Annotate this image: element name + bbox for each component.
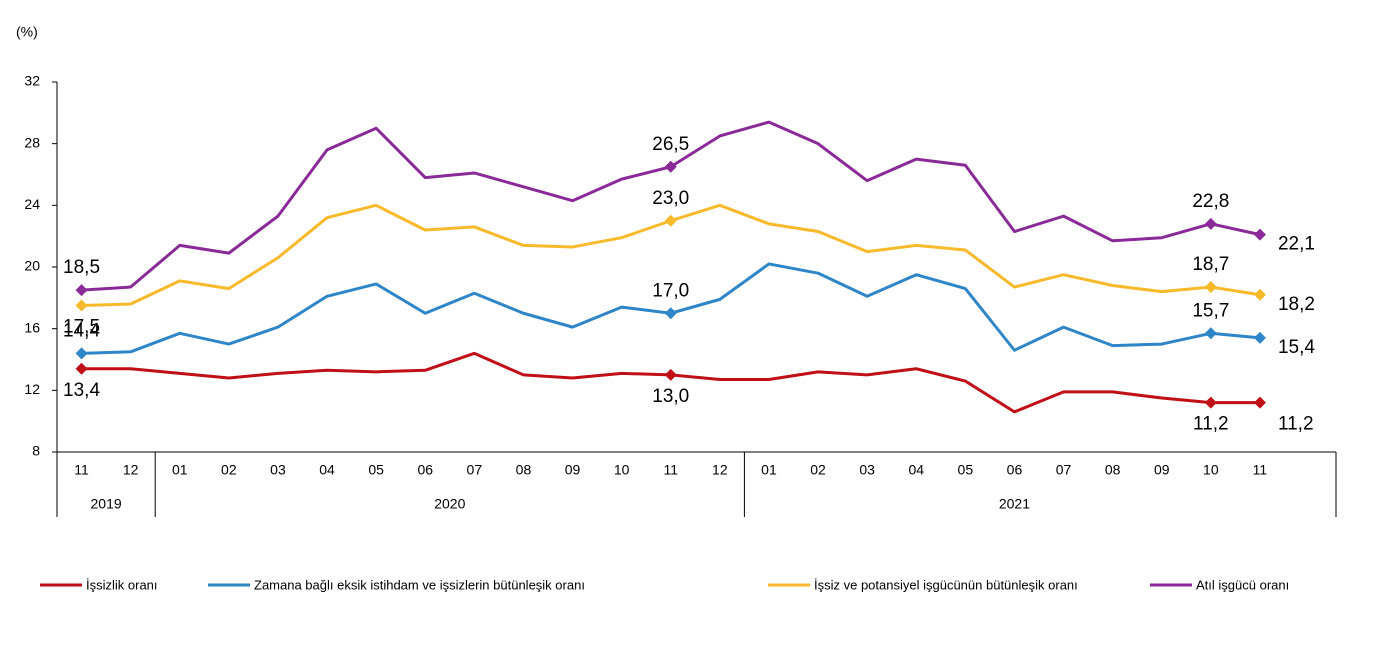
- x-tick-label: 07: [1056, 462, 1072, 478]
- x-tick-label: 01: [172, 462, 188, 478]
- data-marker: [1253, 331, 1266, 344]
- group-label: 2021: [999, 496, 1030, 512]
- value-label: 18,2: [1278, 294, 1315, 315]
- x-tick-label: 06: [417, 462, 433, 478]
- value-label: 22,8: [1192, 191, 1229, 212]
- x-tick-label: 09: [1154, 462, 1170, 478]
- x-tick-label: 12: [123, 462, 139, 478]
- x-tick-label: 08: [1105, 462, 1121, 478]
- data-marker: [75, 284, 88, 297]
- group-label: 2019: [91, 496, 122, 512]
- value-label: 23,0: [652, 188, 689, 209]
- data-marker: [664, 160, 677, 173]
- x-tick-label: 03: [859, 462, 875, 478]
- value-label: 17,0: [652, 280, 689, 301]
- x-tick-label: 05: [368, 462, 384, 478]
- data-marker: [1204, 217, 1217, 230]
- x-tick-label: 09: [565, 462, 581, 478]
- value-label: 26,5: [652, 134, 689, 155]
- data-marker: [664, 368, 677, 381]
- legend-label: Zamana bağlı eksik istihdam ve işsizleri…: [254, 577, 585, 592]
- x-tick-label: 02: [810, 462, 826, 478]
- x-tick-label: 10: [614, 462, 630, 478]
- y-tick-label: 24: [24, 196, 40, 212]
- x-tick-label: 03: [270, 462, 286, 478]
- value-label: 18,5: [63, 257, 100, 278]
- x-tick-label: 01: [761, 462, 777, 478]
- data-marker: [1204, 327, 1217, 340]
- data-marker: [664, 214, 677, 227]
- value-label: 18,7: [1192, 254, 1229, 275]
- x-tick-label: 11: [1253, 462, 1268, 478]
- y-tick-label: 8: [32, 443, 40, 459]
- data-marker: [1204, 281, 1217, 294]
- y-tick-label: 12: [24, 381, 40, 397]
- value-label: 13,0: [652, 386, 689, 407]
- x-tick-label: 12: [712, 462, 728, 478]
- x-tick-label: 04: [319, 462, 335, 478]
- group-label: 2020: [434, 496, 465, 512]
- data-marker: [75, 362, 88, 375]
- value-label: 13,4: [63, 380, 100, 401]
- value-label: 15,7: [1192, 300, 1229, 321]
- legend-label: İşsiz ve potansiyel işgücünün bütünleşik…: [814, 577, 1078, 592]
- x-tick-label: 02: [221, 462, 237, 478]
- y-tick-label: 16: [24, 319, 40, 335]
- legend-label: Atıl işgücü oranı: [1196, 577, 1289, 592]
- value-label: 15,4: [1278, 337, 1315, 358]
- value-label: 11,2: [1278, 414, 1314, 435]
- data-marker: [75, 347, 88, 360]
- data-marker: [1253, 396, 1266, 409]
- value-label: 17,5: [63, 317, 100, 338]
- y-tick-label: 32: [24, 73, 40, 89]
- x-tick-label: 05: [958, 462, 974, 478]
- y-tick-label: 20: [24, 258, 40, 274]
- legend-label: İşsizlik oranı: [86, 577, 158, 592]
- x-tick-label: 10: [1203, 462, 1219, 478]
- x-tick-label: 08: [516, 462, 532, 478]
- data-marker: [1253, 288, 1266, 301]
- value-label: 14,4: [63, 320, 100, 341]
- x-tick-label: 07: [467, 462, 483, 478]
- data-marker: [664, 307, 677, 320]
- value-label: 22,1: [1278, 234, 1315, 255]
- value-label: 11,2: [1193, 414, 1229, 435]
- y-tick-label: 28: [24, 134, 40, 150]
- x-tick-label: 06: [1007, 462, 1023, 478]
- x-tick-label: 11: [74, 462, 89, 478]
- data-marker: [1204, 396, 1217, 409]
- data-marker: [1253, 228, 1266, 241]
- x-tick-label: 11: [663, 462, 678, 478]
- y-unit-label: (%): [16, 24, 38, 40]
- data-marker: [75, 299, 88, 312]
- x-tick-label: 04: [908, 462, 924, 478]
